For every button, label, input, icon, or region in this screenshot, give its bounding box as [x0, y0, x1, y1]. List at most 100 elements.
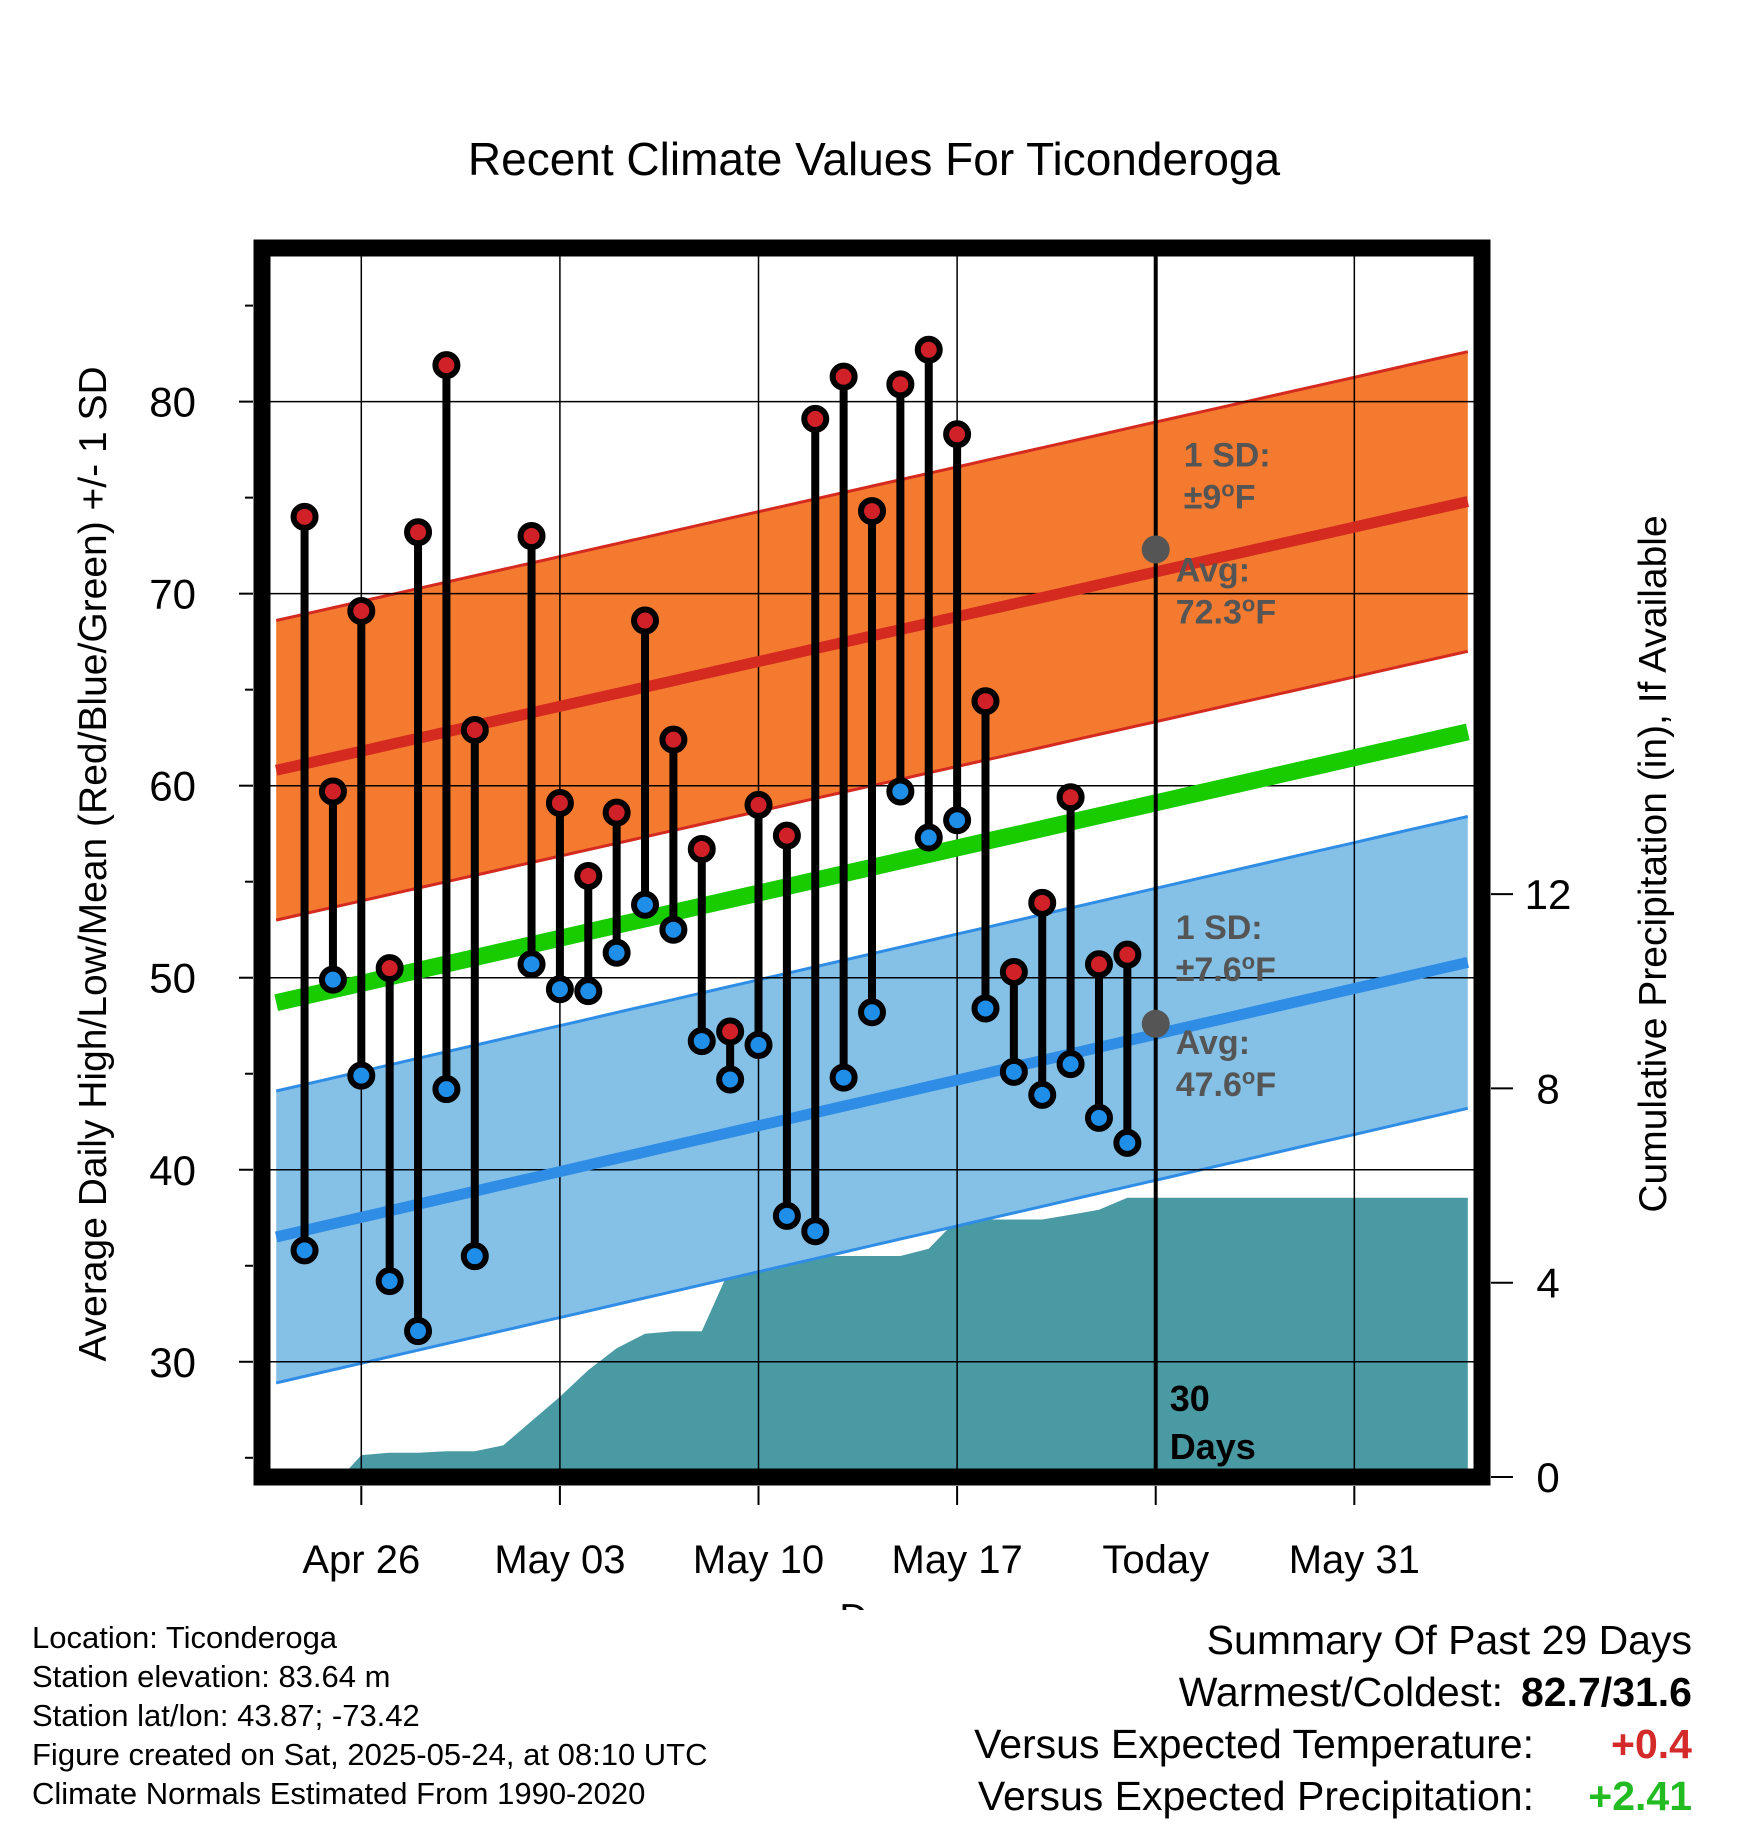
daily-low-point	[744, 1030, 773, 1059]
summary-warmest-row: Warmest/Coldest: 82.7/31.6	[974, 1666, 1692, 1718]
daily-low-point	[829, 1063, 858, 1092]
daily-low-point	[772, 1201, 801, 1230]
daily-high-point	[914, 335, 943, 364]
days-window-word: Days	[1170, 1426, 1256, 1467]
daily-low-point	[1084, 1103, 1113, 1132]
daily-high-point	[744, 790, 773, 819]
daily-low-point	[659, 915, 688, 944]
daily-low-point	[716, 1065, 745, 1094]
daily-high-point	[687, 835, 716, 864]
high-avg-value: 72.3oF	[1176, 591, 1276, 631]
low-avg-label: Avg:	[1176, 1024, 1250, 1062]
daily-high-point	[517, 522, 546, 551]
daily-low-point	[999, 1057, 1028, 1086]
daily-low-point	[460, 1242, 489, 1271]
daily-low-point	[432, 1075, 461, 1104]
daily-low-point	[290, 1236, 319, 1265]
high-sd-upper-edge	[275, 350, 1469, 622]
high-sd-label: 1 SD:	[1184, 436, 1271, 474]
daily-low-point	[347, 1061, 376, 1090]
y2-tick-label: 4	[1536, 1260, 1559, 1307]
y-axis-label: Average Daily High/Low/Mean (Red/Blue/Gr…	[72, 366, 115, 1361]
daily-low-point	[631, 890, 660, 919]
low-sd-value: ±7.6oF	[1176, 949, 1276, 989]
temp-anomaly-label: Versus Expected Temperature:	[974, 1721, 1534, 1767]
daily-low-point	[375, 1267, 404, 1296]
daily-high-point	[375, 954, 404, 983]
low-avg-value: 47.6oF	[1176, 1064, 1276, 1104]
climate-chart: Recent Climate Values For Ticonderoga 1 …	[72, 133, 1675, 1610]
daily-low-point	[404, 1317, 433, 1346]
warmest-value: 82.7/31.6	[1521, 1669, 1692, 1715]
high-avg-label: Avg:	[1176, 551, 1250, 589]
x-tick-label: May 17	[892, 1538, 1023, 1582]
daily-low-point	[1113, 1128, 1142, 1157]
daily-high-point	[1056, 783, 1085, 812]
daily-high-point	[772, 821, 801, 850]
low-sd-lower-edge	[275, 1106, 1469, 1385]
daily-high-point	[404, 518, 433, 547]
precip-anomaly-value: +2.41	[1588, 1773, 1692, 1819]
x-tick-label: May 03	[494, 1538, 625, 1582]
elevation-text: Station elevation: 83.64 m	[32, 1659, 391, 1694]
summary-panel: Summary Of Past 29 Days Warmest/Coldest:…	[974, 1614, 1692, 1822]
summary-heading: Summary Of Past 29 Days	[1206, 1617, 1692, 1663]
daily-low-point	[971, 994, 1000, 1023]
daily-high-point	[460, 715, 489, 744]
location-text: Location: Ticonderoga	[32, 1620, 338, 1655]
today-high-avg-marker	[1141, 535, 1170, 564]
daily-low-point	[914, 823, 943, 852]
daily-high-point	[290, 502, 319, 531]
daily-high-point	[1028, 888, 1057, 917]
station-info: Location: Ticonderoga Station elevation:…	[32, 1618, 708, 1813]
daily-low-point	[545, 975, 574, 1004]
today-low-avg-marker	[1141, 1009, 1170, 1038]
daily-high-point	[716, 1017, 745, 1046]
daily-high-point	[999, 957, 1028, 986]
daily-low-point	[517, 950, 546, 979]
low-sd-label: 1 SD:	[1176, 909, 1263, 947]
y2-tick-label: 8	[1536, 1065, 1559, 1112]
x-axis-label: Day	[839, 1597, 909, 1610]
daily-high-point	[1113, 940, 1142, 969]
y2-axis-label: Cumulative Precipitation (in), If Availa…	[1632, 515, 1675, 1212]
daily-high-point	[886, 370, 915, 399]
days-window-number: 30	[1170, 1378, 1210, 1419]
y-tick-label: 70	[149, 571, 196, 618]
daily-low-point	[574, 977, 603, 1006]
daily-high-point	[347, 596, 376, 625]
daily-low-point	[687, 1027, 716, 1056]
warmest-label: Warmest/Coldest:	[1178, 1669, 1503, 1715]
y-tick-label: 40	[149, 1147, 196, 1194]
daily-high-point	[858, 497, 886, 526]
y2-tick-label: 0	[1536, 1454, 1559, 1501]
daily-low-point	[318, 965, 347, 994]
daily-low-point	[886, 777, 915, 806]
daily-high-point	[801, 404, 830, 433]
daily-low-point	[943, 806, 972, 835]
x-tick-label: Today	[1102, 1538, 1209, 1582]
precipitation-area	[341, 1197, 1468, 1477]
high-sd-value: ±9oF	[1184, 476, 1256, 516]
y-tick-label: 60	[149, 763, 196, 810]
latlon-text: Station lat/lon: 43.87; -73.42	[32, 1698, 420, 1733]
x-tick-label: May 10	[693, 1538, 824, 1582]
x-tick-label: Apr 26	[302, 1538, 420, 1582]
plot-frame	[253, 239, 1491, 1486]
summary-temp-row: Versus Expected Temperature: +0.4	[974, 1718, 1692, 1770]
daily-high-point	[659, 725, 688, 754]
daily-high-point	[545, 788, 574, 817]
normals-text: Climate Normals Estimated From 1990-2020	[32, 1776, 646, 1811]
daily-low-point	[1056, 1050, 1085, 1079]
daily-low-point	[858, 998, 886, 1027]
precip-anomaly-label: Versus Expected Precipitation:	[977, 1773, 1534, 1819]
daily-high-point	[1084, 950, 1113, 979]
y2-tick-label: 12	[1525, 871, 1572, 918]
y-tick-label: 30	[149, 1339, 196, 1386]
daily-high-point	[432, 351, 461, 380]
daily-high-point	[829, 362, 858, 391]
daily-high-point	[602, 798, 631, 827]
daily-high-point	[574, 861, 603, 890]
created-text: Figure created on Sat, 2025-05-24, at 08…	[32, 1737, 708, 1772]
daily-high-point	[318, 777, 347, 806]
